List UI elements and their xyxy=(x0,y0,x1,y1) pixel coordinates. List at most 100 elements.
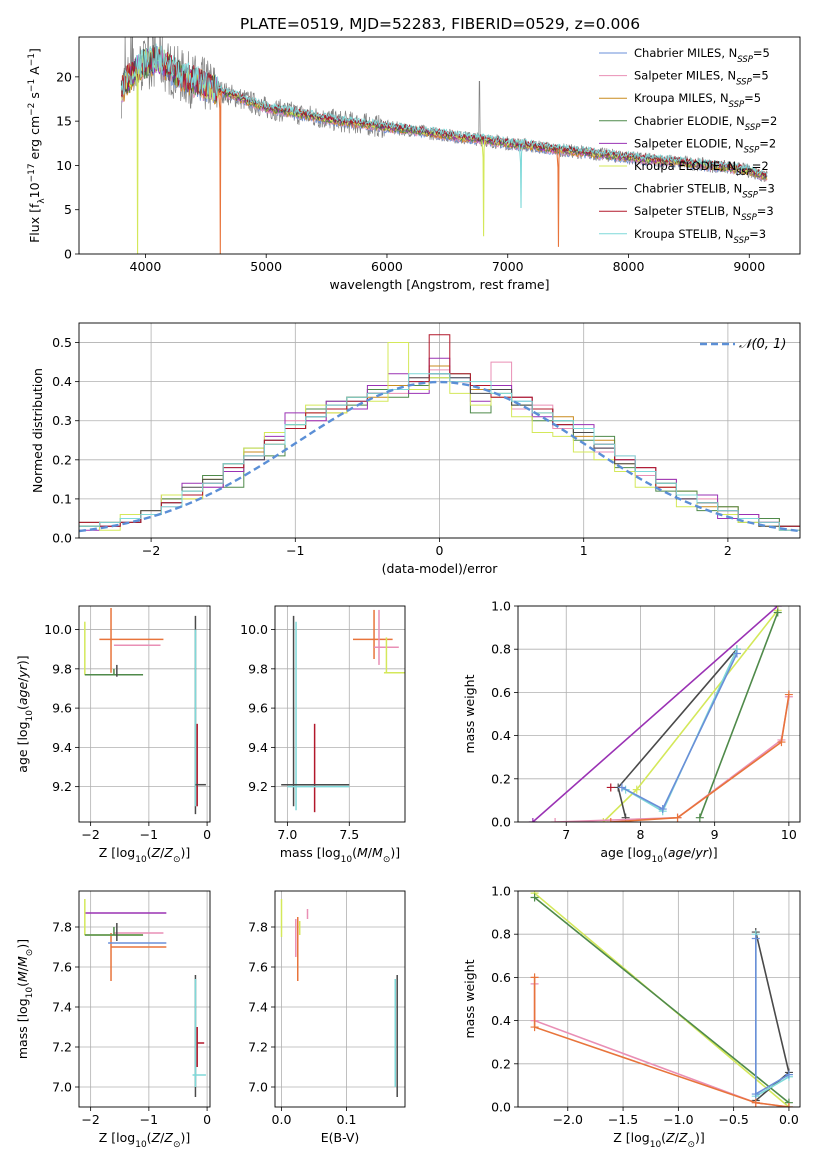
legend-label-tail: =5 xyxy=(753,46,770,60)
y-tick-label: 0.2 xyxy=(491,1056,511,1071)
weight-point-marker xyxy=(658,805,667,814)
y-tick-label: 0.0 xyxy=(491,1100,511,1115)
legend-label: Kroupa ELODIE, NSSP=2 xyxy=(634,159,769,178)
legend-label: Salpeter STELIB, NSSP=3 xyxy=(634,204,774,223)
y-axis-label: mass [log10(M/M⊙)] xyxy=(15,939,35,1059)
weight-point-marker xyxy=(751,1098,760,1107)
weight-point-marker xyxy=(784,1070,793,1079)
x-tick-label: −2.0 xyxy=(553,1112,583,1127)
x-tick-label: 7000 xyxy=(492,259,524,274)
y-tick-label: 9.8 xyxy=(52,661,72,676)
x-tick-label: −1.0 xyxy=(663,1112,693,1127)
legend-label-tail: =3 xyxy=(757,204,774,218)
x-tick-label: 8 xyxy=(636,827,644,842)
weight-point-marker xyxy=(530,893,539,902)
y-axis-label-part: ( xyxy=(15,982,30,987)
legend-label-tail: =2 xyxy=(752,159,769,173)
x-axis-label-part: / xyxy=(160,845,165,860)
legend-label-tail: =3 xyxy=(758,182,775,196)
weight-point-marker xyxy=(530,973,539,982)
y-tick-label: 0.8 xyxy=(491,927,511,942)
y-tick-label: 20 xyxy=(56,69,72,84)
plot-area xyxy=(528,606,793,822)
histogram-step-line xyxy=(79,373,800,538)
y-axis-label-part: λ xyxy=(37,198,47,204)
x-tick-label: 4000 xyxy=(130,259,162,274)
weight-point-marker xyxy=(751,934,760,943)
x-tick-label: 0 xyxy=(436,543,444,558)
weight-point-marker xyxy=(551,818,560,822)
figure-title: PLATE=0519, MJD=52283, FIBERID=0529, z=0… xyxy=(240,15,640,33)
y-axis-label-part: s xyxy=(27,92,42,103)
spectrum-panel: 4000 5000 6000 7000 8000 9000 0 5 10 15 20 Chabrier… xyxy=(27,36,801,292)
y-tick-label: 7.0 xyxy=(248,1080,268,1095)
y-tick-label: 0.5 xyxy=(52,335,72,350)
x-axis-label: Z [log10(Z/Z⊙)] xyxy=(99,1130,191,1150)
weight-series-line xyxy=(610,694,790,822)
x-tick-label: 6000 xyxy=(371,259,403,274)
y-axis-label-part: / xyxy=(15,966,30,971)
x-axis-label: wavelength [Angstrom, rest frame] xyxy=(329,277,549,292)
y-axis-label-part: ] xyxy=(27,48,42,53)
x-axis-label-part: Z xyxy=(665,1130,675,1145)
y-axis-label-part: A xyxy=(27,66,42,79)
x-tick-label: 7.5 xyxy=(339,827,359,842)
model-spectrum-line xyxy=(120,47,768,178)
y-tick-label: 0.6 xyxy=(491,685,511,700)
legend-label: Kroupa STELIB, NSSP=3 xyxy=(634,227,766,246)
x-tick-label: 0.0 xyxy=(779,1112,799,1127)
y-axis-label: mass weight xyxy=(462,959,477,1038)
x-axis-label-part: Z xyxy=(151,1130,161,1145)
residuals-panel: −2 −1 0 1 2 0.0 0.1 0.2 0.3 0.4 0.5 𝒩(0, 1) (data-mo… xyxy=(30,322,801,576)
x-axis-label-part: / xyxy=(675,1130,680,1145)
x-axis-label: age [log10(age/yr)] xyxy=(600,845,717,865)
x-tick-label: 2 xyxy=(724,543,732,558)
weight-point-marker xyxy=(732,649,741,658)
x-axis-label-part: / xyxy=(160,1130,165,1145)
y-tick-label: 0.1 xyxy=(52,491,72,506)
axes-frame xyxy=(517,605,801,823)
x-tick-label: 8000 xyxy=(613,259,645,274)
x-tick-label: 9 xyxy=(711,827,719,842)
x-axis-label-part: / xyxy=(691,845,696,860)
y-tick-label: 7.0 xyxy=(52,1080,72,1095)
y-tick-label: 15 xyxy=(56,114,72,129)
x-axis-label-part: )] xyxy=(695,1130,705,1145)
legend-label-sub: SSP xyxy=(729,100,745,110)
x-axis-label-part: Z xyxy=(163,845,173,860)
x-axis-label-part: )] xyxy=(708,845,718,860)
weight-point-marker xyxy=(777,738,786,747)
x-axis-label-part: / xyxy=(368,845,373,860)
legend-label-main: Salpeter ELODIE, N xyxy=(634,136,744,150)
weight-point-marker xyxy=(784,1103,793,1107)
weight-series-line xyxy=(699,612,779,818)
legend-label: Chabrier STELIB, NSSP=3 xyxy=(634,182,775,201)
weight-series-line xyxy=(555,696,790,822)
spectrum-dip-line xyxy=(135,69,140,254)
legend-label-main: Chabrier ELODIE, N xyxy=(634,114,745,128)
y-tick-label: 9.6 xyxy=(248,701,268,716)
x-axis-label-part: (data-model)/error xyxy=(382,561,499,576)
weight-series-line xyxy=(602,609,779,822)
mass-vs-metallicity-panel: −2 −1 07.07.27.47.67.8Z [log10(Z/Z⊙)]mass … xyxy=(15,890,211,1150)
y-axis-label-part: )] xyxy=(15,939,30,949)
legend-label-main: Kroupa ELODIE, N xyxy=(634,159,736,173)
weight-series-line xyxy=(534,896,790,1104)
y-tick-label: 9.2 xyxy=(248,779,268,794)
y-axis-label-part: age [log xyxy=(15,721,30,772)
x-tick-label: −1.5 xyxy=(608,1112,638,1127)
legend-label-sub: SSP xyxy=(744,145,760,155)
legend-label-main: Kroupa STELIB, N xyxy=(634,227,734,241)
y-axis-label-part: Normed distribution xyxy=(30,368,45,493)
y-tick-label: 7.8 xyxy=(52,920,72,935)
y-tick-label: 10 xyxy=(56,158,72,173)
x-axis-label-part: yr xyxy=(694,845,708,860)
y-axis-label-part: yr xyxy=(15,664,30,678)
weight-point-marker xyxy=(530,1023,539,1032)
y-axis-label-part: age xyxy=(15,682,30,706)
x-tick-label: 1 xyxy=(580,543,588,558)
y-axis-label-part: 10 xyxy=(27,182,42,198)
y-axis-label: age [log10(age/yr)] xyxy=(15,655,35,772)
weight-series-line xyxy=(755,934,790,1098)
legend-label: Kroupa MILES, NSSP=5 xyxy=(634,91,761,110)
